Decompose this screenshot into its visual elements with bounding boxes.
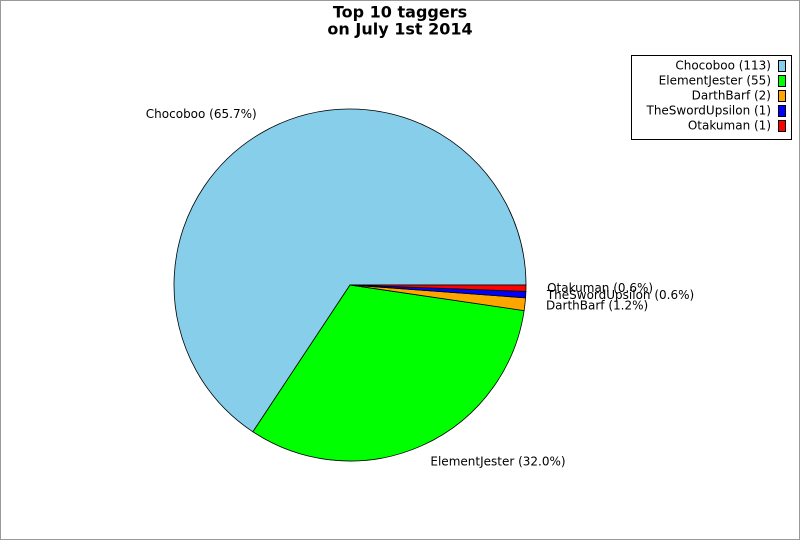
legend-swatch [778,120,786,132]
pie-slice [349,284,527,292]
slice-label: TheSwordUpsilon (0.6%) [546,288,694,302]
legend-box [631,55,792,140]
chart-subtitle: on July 1st 2014 [327,20,472,39]
legend-label: ElementJester (55) [659,74,771,88]
legend-swatch [778,90,786,102]
legend-swatch [778,60,786,72]
pie-slice [173,108,527,433]
slice-label: Chocoboo (65.7%) [146,107,257,121]
chart-title: Top 10 taggers [333,3,467,22]
legend-swatch [778,105,786,117]
legend-label: DarthBarf (2) [692,89,771,103]
legend-label: Otakuman (1) [688,119,771,133]
legend-label: Chocoboo (113) [675,59,771,73]
pie-slice [252,284,525,462]
slice-label: Otakuman (0.6%) [547,281,653,295]
legend-swatch [778,75,786,87]
slice-label: ElementJester (32.0%) [430,454,565,468]
slice-label: DarthBarf (1.2%) [546,299,648,313]
legend-label: TheSwordUpsilon (1) [645,104,771,118]
